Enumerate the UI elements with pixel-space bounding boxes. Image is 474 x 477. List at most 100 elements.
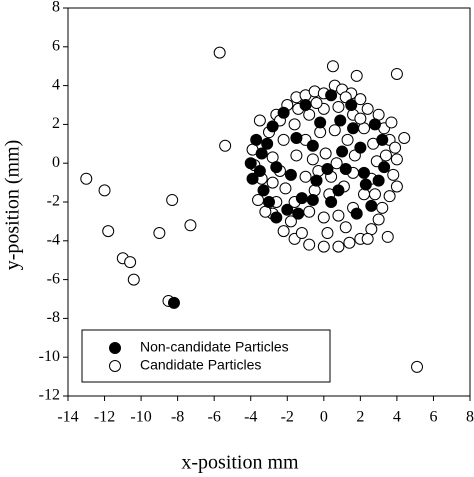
point (295, 192, 308, 205)
point (359, 178, 372, 191)
point (372, 213, 385, 226)
point (350, 69, 363, 82)
point (390, 153, 403, 166)
y-tick-label: 6 (52, 37, 60, 54)
point (354, 93, 367, 106)
point (167, 296, 180, 309)
point (263, 196, 275, 208)
point (250, 133, 263, 146)
y-tick-label: -2 (47, 193, 60, 210)
point (284, 215, 297, 228)
point (310, 174, 323, 187)
point (306, 153, 319, 166)
y-tick-label: 2 (52, 115, 60, 132)
point (310, 97, 323, 110)
point (252, 194, 265, 207)
point (127, 273, 140, 286)
point (277, 133, 290, 146)
point (358, 188, 371, 201)
point (281, 203, 294, 216)
y-tick-label: -8 (47, 309, 60, 326)
point (317, 240, 330, 253)
point (295, 227, 308, 240)
point (299, 170, 312, 183)
point (98, 184, 111, 197)
point (361, 232, 374, 245)
point (350, 207, 363, 220)
point (246, 172, 259, 185)
point (389, 141, 402, 154)
point (361, 102, 374, 115)
point (255, 147, 268, 160)
y-axis-label: y-position (mm) (2, 140, 24, 271)
legend-marker (109, 360, 121, 372)
point (332, 240, 345, 253)
point (306, 194, 319, 207)
point (332, 100, 345, 113)
point (339, 163, 352, 176)
point (326, 60, 339, 73)
point (288, 118, 301, 131)
point (166, 194, 179, 207)
x-tick-label: -12 (94, 409, 115, 426)
point (379, 149, 392, 162)
y-tick-label: -12 (39, 387, 60, 404)
point (358, 166, 371, 179)
x-tick-label: 8 (466, 409, 474, 426)
point (365, 199, 378, 212)
point (347, 122, 360, 135)
point (266, 120, 279, 133)
point (330, 157, 343, 170)
point (354, 141, 367, 154)
point (411, 360, 424, 373)
point (244, 157, 257, 170)
point (284, 168, 297, 181)
point (253, 164, 266, 177)
x-axis-label: x-position mm (181, 452, 299, 474)
legend-label: Non-candidate Particles (140, 339, 289, 355)
point (306, 139, 319, 152)
point (299, 99, 312, 111)
point (319, 147, 332, 160)
y-tick-label: 4 (52, 76, 60, 93)
point (390, 67, 403, 80)
point (213, 46, 226, 59)
point (80, 172, 93, 185)
point (266, 176, 279, 189)
point (184, 219, 197, 232)
point (219, 139, 232, 152)
x-tick-label: -6 (208, 409, 221, 426)
point (314, 116, 327, 129)
y-tick-label: -4 (47, 231, 60, 248)
point (398, 131, 411, 144)
point (102, 225, 115, 238)
point (321, 227, 334, 240)
x-tick-label: -8 (171, 409, 184, 426)
point (290, 149, 303, 162)
point (261, 137, 274, 150)
y-tick-label: 0 (52, 154, 60, 171)
point (279, 182, 292, 195)
y-tick-label: 8 (52, 0, 60, 16)
x-tick-label: -4 (244, 409, 257, 426)
x-tick-label: -2 (281, 409, 294, 426)
point (270, 161, 283, 174)
point (253, 114, 266, 127)
point (381, 230, 394, 243)
x-tick-label: -10 (130, 409, 151, 426)
point (354, 112, 367, 125)
point (332, 209, 345, 222)
point (378, 161, 391, 174)
point (257, 184, 270, 197)
point (339, 221, 352, 234)
point (321, 163, 334, 176)
x-tick-label: 0 (320, 409, 328, 426)
x-tick-label: 4 (393, 409, 401, 426)
point (372, 174, 385, 187)
point (303, 205, 316, 218)
point (343, 236, 356, 249)
point (325, 196, 338, 208)
point (376, 201, 389, 214)
point (317, 211, 330, 224)
